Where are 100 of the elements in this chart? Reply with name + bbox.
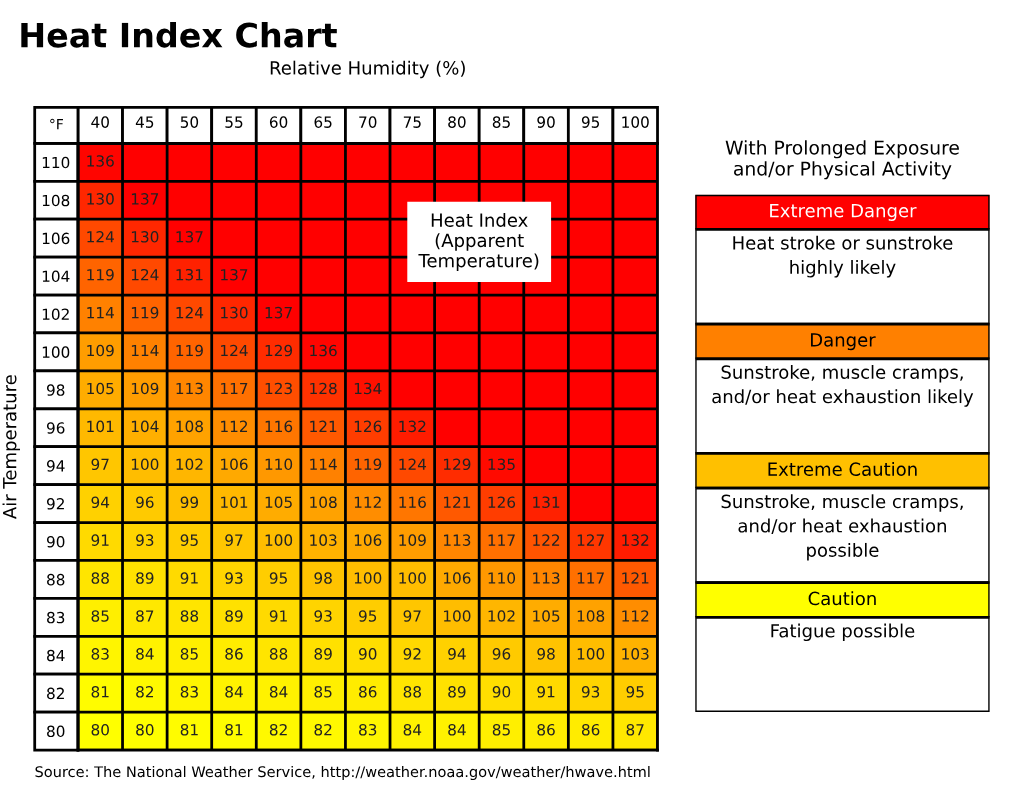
data-label: 117 xyxy=(577,572,604,584)
data-label: 96 xyxy=(136,496,154,508)
data-label: 89 xyxy=(225,610,243,622)
y-tick-label: 82 xyxy=(47,687,64,700)
data-label: 137 xyxy=(265,306,292,319)
data-label: 119 xyxy=(176,344,203,357)
y-tick-label: 88 xyxy=(47,573,65,586)
data-label: 80 xyxy=(136,723,154,736)
text: Fatigue possible xyxy=(771,623,915,642)
data-label: 105 xyxy=(533,610,560,622)
data-label: 92 xyxy=(403,648,421,660)
y-tick-label: 110 xyxy=(42,156,70,169)
data-label: 88 xyxy=(403,686,421,698)
data-label: 89 xyxy=(314,648,332,660)
text: With Prolonged Exposure and/or Physical Activity xyxy=(725,140,959,180)
data-label: 108 xyxy=(577,610,605,622)
category-label: Danger xyxy=(811,333,876,351)
data-label: 95 xyxy=(180,534,198,546)
x-axis-title: Relative Humidity (%) xyxy=(270,60,465,79)
data-label: 117 xyxy=(488,534,515,546)
x-tick-label: 40 xyxy=(91,116,109,128)
y-tick-label: 104 xyxy=(42,270,70,283)
data-label: 134 xyxy=(354,382,382,395)
text: Heat stroke or sunstroke highly likely xyxy=(733,235,953,278)
data-label: 114 xyxy=(131,344,159,357)
data-label: 114 xyxy=(87,307,114,319)
data-label: 124 xyxy=(176,306,204,319)
data-label: 84 xyxy=(448,723,466,736)
data-label: 88 xyxy=(180,610,199,622)
y-tick-label: 98 xyxy=(46,384,65,396)
x-tick-label: 60 xyxy=(269,116,288,128)
data-label: 113 xyxy=(176,382,203,395)
data-label: 85 xyxy=(492,723,510,736)
data-label: 113 xyxy=(533,572,560,584)
data-label: 104 xyxy=(131,420,159,433)
data-label: 112 xyxy=(622,610,649,622)
data-label: 130 xyxy=(87,193,114,205)
y-axis-title: Air Temperature xyxy=(2,375,20,519)
data-label: 101 xyxy=(221,496,248,508)
data-label: 119 xyxy=(131,306,159,319)
data-label: 84 xyxy=(403,723,422,736)
data-label: 116 xyxy=(399,496,426,508)
data-label: 83 xyxy=(359,723,377,736)
data-label: 130 xyxy=(221,306,248,319)
data-label: 93 xyxy=(136,534,154,546)
data-label: 102 xyxy=(176,458,203,471)
data-label: 98 xyxy=(314,572,332,584)
data-label: 91 xyxy=(180,572,198,584)
y-tick-label: 96 xyxy=(46,422,65,434)
data-label: 94 xyxy=(91,496,110,508)
data-label: 82 xyxy=(269,723,287,736)
data-label: 97 xyxy=(403,610,421,622)
data-label: 109 xyxy=(87,344,114,357)
data-label: 137 xyxy=(221,268,248,281)
data-label: 84 xyxy=(225,686,243,698)
data-label: 97 xyxy=(225,534,243,546)
x-tick-label: 100 xyxy=(622,116,649,128)
data-label: 137 xyxy=(131,193,159,205)
data-label: 91 xyxy=(537,686,555,698)
data-label: 90 xyxy=(492,686,511,698)
data-label: 88 xyxy=(91,572,109,584)
data-label: 122 xyxy=(533,534,560,546)
data-label: 108 xyxy=(310,496,337,508)
data-label: 129 xyxy=(444,458,471,471)
data-label: 105 xyxy=(87,382,114,395)
data-label: 136 xyxy=(310,344,337,357)
data-label: 93 xyxy=(225,572,243,584)
data-label: 85 xyxy=(91,610,109,622)
category-label: Extreme Danger xyxy=(770,203,917,221)
data-label: 103 xyxy=(622,648,649,660)
data-label: 85 xyxy=(314,686,332,698)
data-label: 100 xyxy=(577,648,605,660)
data-label: 124 xyxy=(87,231,114,243)
data-label: 100 xyxy=(265,534,293,546)
data-label: 84 xyxy=(269,686,288,698)
data-label: 129 xyxy=(265,344,293,357)
data-label: 81 xyxy=(180,723,198,736)
data-label: 105 xyxy=(265,496,292,508)
y-tick-label: 94 xyxy=(46,460,65,472)
x-tick-label: 95 xyxy=(581,116,600,128)
data-label: 83 xyxy=(91,648,109,660)
data-label: 124 xyxy=(131,268,159,281)
data-label: 121 xyxy=(622,572,649,584)
data-label: 119 xyxy=(87,268,114,281)
data-label: 86 xyxy=(225,648,243,660)
data-label: 130 xyxy=(131,231,159,243)
data-label: 86 xyxy=(537,723,555,736)
data-label: 131 xyxy=(176,268,203,281)
data-label: 87 xyxy=(136,610,154,622)
data-label: 88 xyxy=(269,648,288,660)
y-tick-label: 106 xyxy=(42,232,70,245)
data-label: 85 xyxy=(180,648,198,660)
x-tick-label: 90 xyxy=(537,116,555,128)
data-label: 124 xyxy=(399,458,427,470)
data-label: 127 xyxy=(577,534,604,546)
data-label: 100 xyxy=(131,458,159,471)
data-label: 110 xyxy=(488,572,516,584)
data-label: 131 xyxy=(533,496,560,508)
x-tick-label: 70 xyxy=(359,116,377,128)
data-label: 113 xyxy=(444,534,471,546)
